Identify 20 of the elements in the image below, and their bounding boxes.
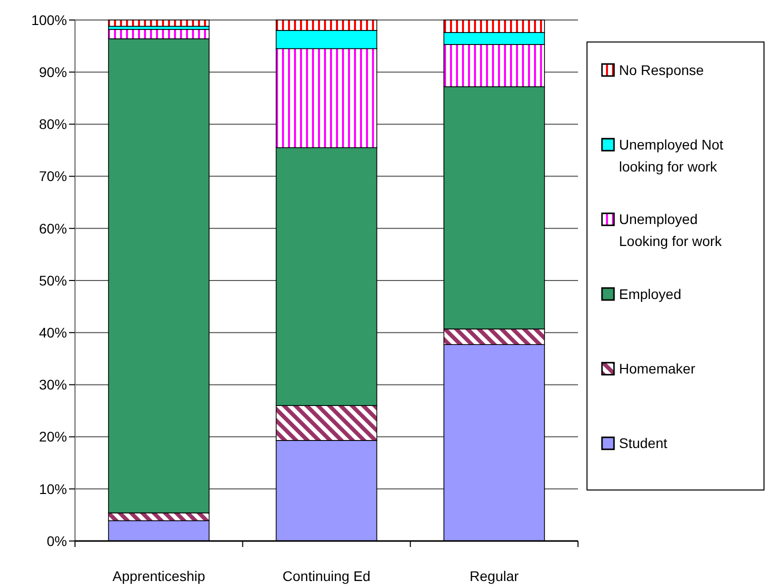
y-tick-label: 50% (38, 272, 67, 288)
legend-label: Employed (619, 286, 682, 302)
y-tick-label: 90% (38, 64, 67, 80)
x-tick-label: Apprenticeship (112, 568, 206, 584)
y-tick-label: 40% (38, 324, 67, 340)
legend-label: Unemployed Looking for work (619, 211, 723, 249)
y-tick-label: 20% (38, 428, 67, 445)
y-tick-label: 0% (46, 532, 67, 549)
x-tick-label: Continuing Ed (282, 568, 370, 584)
legend-label: Student (619, 435, 668, 452)
y-tick-label: 100% (31, 12, 67, 28)
x-tick-label: Regular (470, 568, 520, 584)
y-tick-label: 70% (38, 168, 67, 184)
y-tick-label: 10% (38, 480, 67, 497)
y-tick-label: 60% (38, 220, 67, 236)
legend-label: Homemaker (619, 360, 696, 377)
legend-label: No Response (619, 62, 704, 78)
legend-label: Unemployed Not looking for work (619, 136, 724, 174)
y-tick-label: 30% (38, 376, 67, 393)
y-tick-label: 80% (38, 116, 67, 132)
